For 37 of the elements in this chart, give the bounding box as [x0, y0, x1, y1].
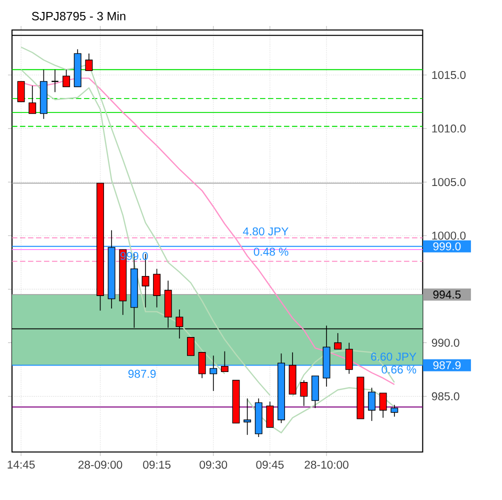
candlestick: [390, 404, 398, 418]
annotation: 0.48 %: [254, 248, 288, 256]
ref-line-label: 994.5: [433, 290, 461, 299]
y-tick-label: 1000.0: [432, 232, 466, 240]
candlestick: [379, 392, 387, 418]
y-tick-label: 1010.0: [432, 124, 466, 133]
candlestick: [198, 352, 206, 378]
x-tick-label: 28-10:00: [304, 460, 348, 469]
candlestick: [334, 332, 342, 350]
x-tick-label: 09:45: [256, 460, 284, 469]
x-tick-label: 28-09:00: [78, 460, 122, 469]
x-tick-label: 09:30: [200, 460, 228, 469]
y-tick-label: 1005.0: [432, 178, 466, 186]
x-tick-label: 09:15: [143, 460, 171, 469]
x-tick-label: 14:45: [8, 460, 35, 469]
chart-title: SJPJ8795 - 3 Min: [32, 12, 126, 20]
candlestick: [153, 268, 161, 308]
candlestick: [220, 350, 228, 372]
candlestick: [300, 380, 308, 406]
annotation: 0.66 %: [382, 366, 416, 374]
ref-line-label: 999.0: [433, 242, 461, 250]
candlestick: [244, 398, 252, 436]
y-tick-label: 1015.0: [432, 70, 466, 79]
candlestick: [62, 69, 70, 88]
candlestick: [28, 85, 36, 114]
candlestick: [85, 53, 93, 72]
y-tick-label: 990.0: [432, 338, 460, 347]
annotation: 4.80 JPY: [242, 227, 288, 236]
candlestick: [345, 342, 353, 374]
y-tick-label: 985.0: [432, 392, 460, 400]
candlestick: [187, 336, 194, 356]
annotation: 6.60 JPY: [371, 352, 416, 361]
candlestick: [266, 401, 274, 428]
annotation: 987.9: [128, 370, 156, 378]
ref-line-label: 987.9: [433, 361, 461, 370]
candlestick: [17, 81, 25, 102]
candlestick: [368, 387, 376, 422]
